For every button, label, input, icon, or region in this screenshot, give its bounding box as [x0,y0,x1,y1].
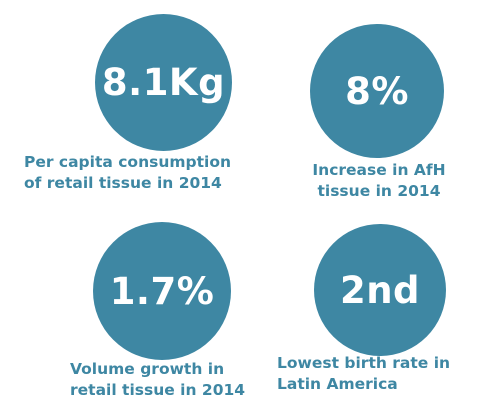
stat-value-circle: 1.7% [93,222,231,360]
stat-caption-line: Volume growth in [70,360,225,378]
stat-caption-line: Per capita consumption [24,153,232,171]
stat-caption-line: retail tissue in 2014 [70,381,246,399]
stat-value-circle: 8% [310,24,444,158]
stat-value-circle: 8.1Kg [95,14,232,151]
stat-value: 8.1Kg [101,61,226,104]
stat-value: 8% [345,69,409,113]
stat-caption: Lowest birth rate in Latin America [277,353,450,395]
stat-caption-line: tissue in 2014 [317,182,441,200]
stat-caption: Increase in AfH tissue in 2014 [299,160,459,202]
stat-caption: Volume growth in retail tissue in 2014 [70,359,245,401]
stat-caption-line: Lowest birth rate in [277,354,451,372]
stat-value: 1.7% [109,269,215,313]
stat-caption-line: Latin America [277,375,398,393]
stat-caption: Per capita consumption of retail tissue … [24,152,231,194]
stat-caption-line: of retail tissue in 2014 [24,174,222,192]
stat-value-circle: 2nd [314,224,446,356]
stat-caption-line: Increase in AfH [312,161,446,179]
stat-value: 2nd [339,268,421,312]
